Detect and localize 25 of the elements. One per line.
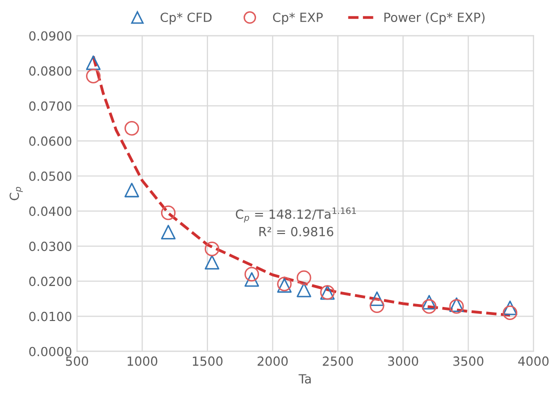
x-tick-label: 500: [66, 356, 88, 366]
x-tick-label: 2000: [258, 356, 288, 366]
x-axis-title: Ta: [298, 374, 311, 384]
y-tick-label: 0.0600: [29, 136, 72, 146]
x-tick-label: 1500: [192, 356, 223, 366]
annotation: R² = 0.9816: [259, 226, 334, 236]
legend-label: Cp* CFD: [160, 12, 212, 24]
y-tick-label: 0.0300: [29, 242, 72, 252]
y-tick-label: 0.0900: [29, 31, 72, 41]
y-axis-title: C$_{p}$: [10, 186, 23, 200]
annotation: C$_{p}$ = 148.12/Ta$^{1.161}$: [236, 207, 356, 223]
y-tick-label: 0.0700: [29, 101, 72, 111]
x-tick-label: 4000: [518, 356, 549, 366]
y-tick-label: 0.0500: [29, 171, 72, 181]
x-tick-label: 2500: [322, 356, 353, 366]
x-tick-label: 1000: [128, 356, 158, 366]
legend-label: Power (Cp* EXP): [384, 12, 485, 24]
y-tick-label: 0.0200: [29, 276, 72, 286]
y-tick-label: 0.0800: [29, 66, 72, 76]
y-tick-label: 0.0400: [29, 206, 72, 216]
legend-label: Cp* EXP: [273, 12, 323, 24]
y-tick-label: 0.0100: [29, 312, 72, 322]
y-tick-label: 0.0000: [29, 346, 72, 356]
x-tick-label: 3000: [388, 356, 418, 366]
x-tick-label: 3500: [453, 356, 484, 366]
